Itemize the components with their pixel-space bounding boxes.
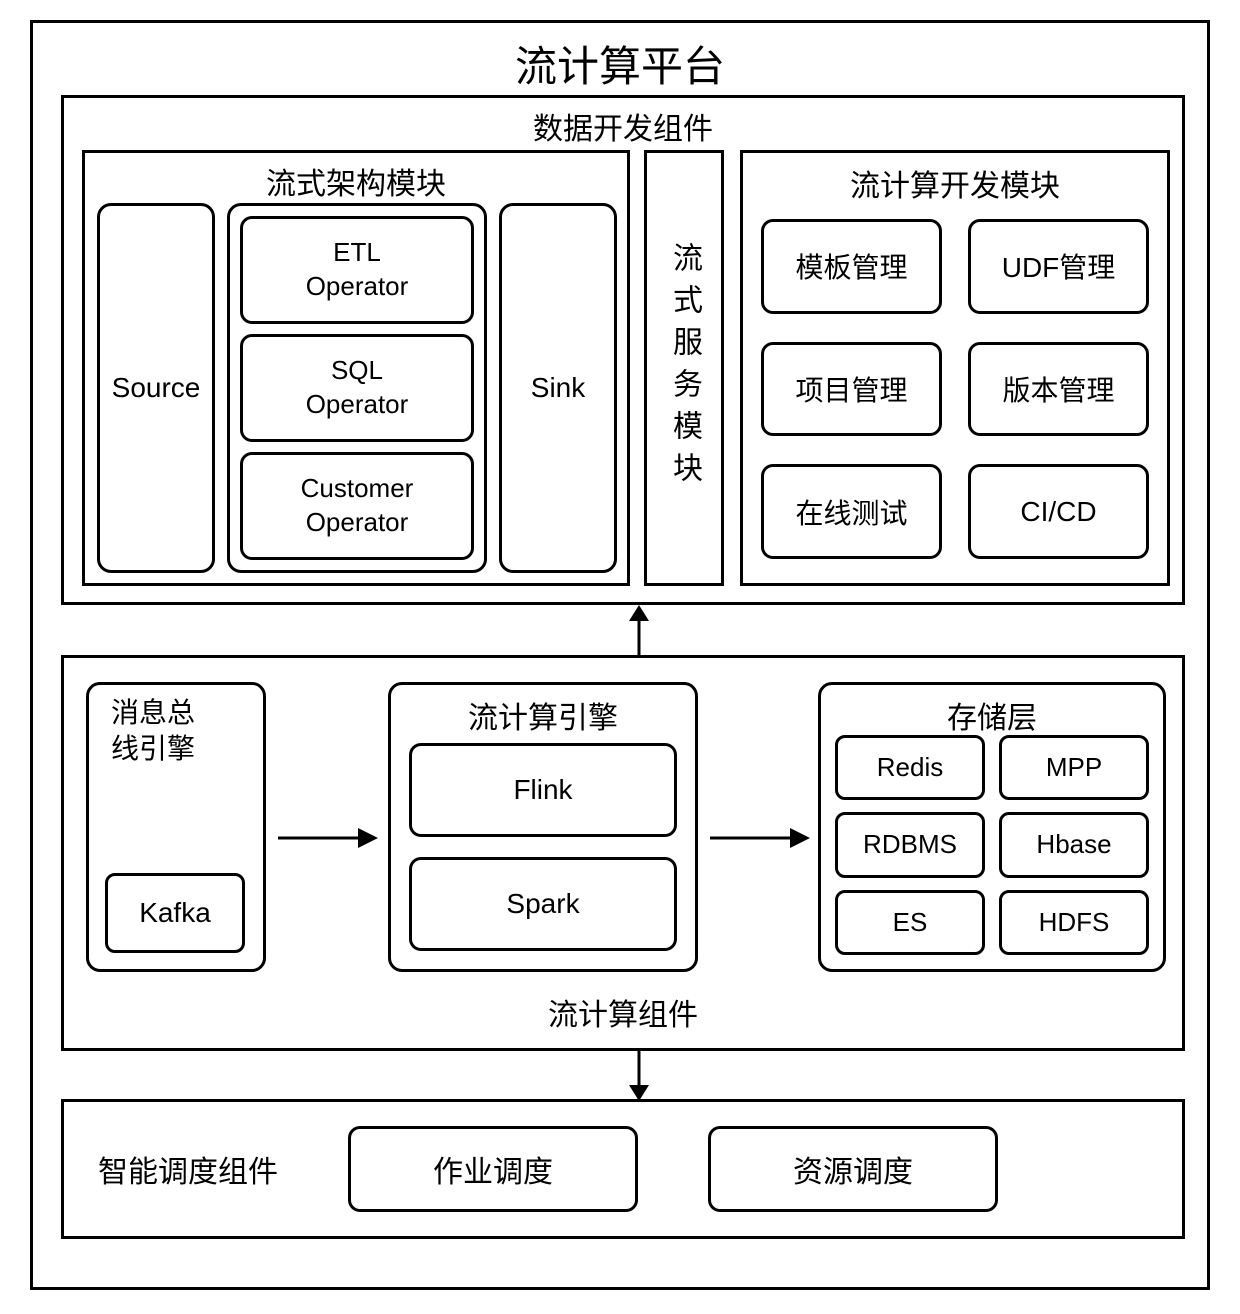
compute-engine: 流计算引擎 Flink Spark — [388, 682, 698, 972]
stream-compute-label: 流计算组件 — [64, 990, 1182, 1034]
online-test-box: 在线测试 — [761, 464, 942, 559]
sink-box: Sink — [499, 203, 617, 573]
version-mgmt-box: 版本管理 — [968, 342, 1149, 437]
cicd-box: CI/CD — [968, 464, 1149, 559]
mpp-box: MPP — [999, 735, 1149, 800]
scheduler-label: 智能调度组件 — [98, 1147, 278, 1191]
arrow-right-icon — [278, 818, 378, 858]
operators-column: ETLOperator SQLOperator CustomerOperator — [227, 203, 487, 573]
job-schedule-box: 作业调度 — [348, 1126, 638, 1212]
hbase-box: Hbase — [999, 812, 1149, 877]
platform-container: 流计算平台 数据开发组件 流式架构模块 Source ETLOperator S… — [30, 20, 1210, 1290]
stream-dev-module: 流计算开发模块 模板管理 UDF管理 项目管理 版本管理 在线测试 CI/CD — [740, 150, 1170, 586]
template-mgmt-box: 模板管理 — [761, 219, 942, 314]
udf-mgmt-box: UDF管理 — [968, 219, 1149, 314]
spark-box: Spark — [409, 857, 677, 951]
rdbms-box: RDBMS — [835, 812, 985, 877]
resource-schedule-box: 资源调度 — [708, 1126, 998, 1212]
flink-box: Flink — [409, 743, 677, 837]
stream-dev-title: 流计算开发模块 — [743, 153, 1167, 205]
data-dev-title: 数据开发组件 — [64, 98, 1182, 152]
msg-bus-title: 消息总线引擎 — [89, 695, 263, 768]
redis-box: Redis — [835, 735, 985, 800]
source-box: Source — [97, 203, 215, 573]
engine-title: 流计算引擎 — [391, 685, 695, 737]
stream-arch-title: 流式架构模块 — [85, 153, 627, 207]
customer-operator-box: CustomerOperator — [240, 452, 474, 560]
arrow-up-icon — [619, 605, 659, 657]
sql-operator-box: SQLOperator — [240, 334, 474, 442]
platform-title: 流计算平台 — [33, 23, 1207, 102]
stream-service-module: 流式服务模块 — [644, 150, 724, 586]
stream-compute-component: 消息总线引擎 Kafka 流计算引擎 Flink Spark 存储层 Redis… — [61, 655, 1185, 1051]
storage-title: 存储层 — [821, 685, 1163, 737]
storage-layer: 存储层 Redis MPP RDBMS Hbase ES HDFS — [818, 682, 1166, 972]
project-mgmt-box: 项目管理 — [761, 342, 942, 437]
data-dev-component: 数据开发组件 流式架构模块 Source ETLOperator SQLOper… — [61, 95, 1185, 605]
hdfs-box: HDFS — [999, 890, 1149, 955]
arrow-down-icon — [619, 1049, 659, 1101]
stream-arch-module: 流式架构模块 Source ETLOperator SQLOperator Cu… — [82, 150, 630, 586]
arrow-right-icon — [710, 818, 810, 858]
message-bus-engine: 消息总线引擎 Kafka — [86, 682, 266, 972]
stream-service-label: 流式服务模块 — [662, 242, 706, 494]
kafka-box: Kafka — [105, 873, 245, 953]
etl-operator-box: ETLOperator — [240, 216, 474, 324]
scheduler-component: 智能调度组件 作业调度 资源调度 — [61, 1099, 1185, 1239]
es-box: ES — [835, 890, 985, 955]
